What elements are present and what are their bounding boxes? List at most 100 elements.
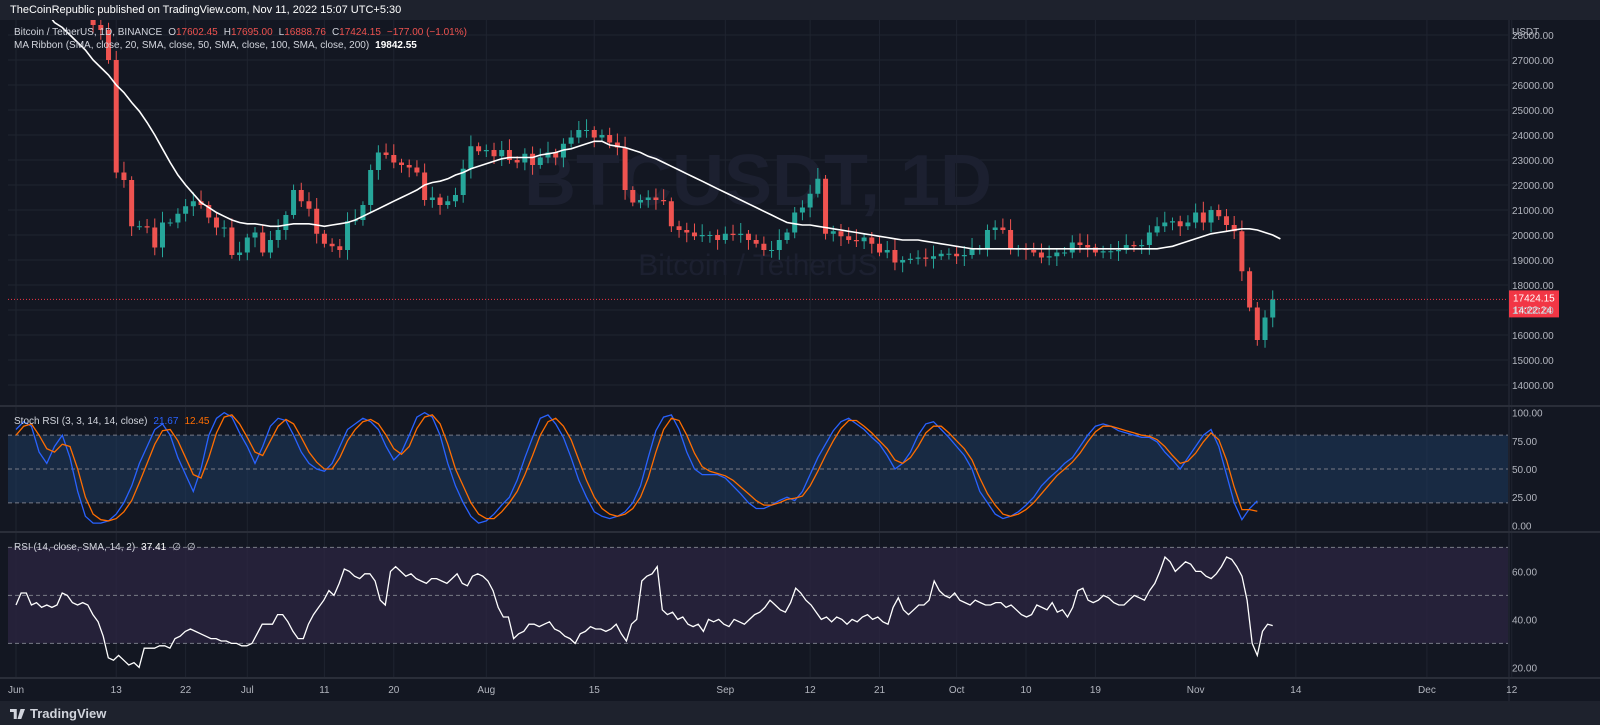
ohlc-value: 16888.76 xyxy=(284,27,326,38)
candle-body xyxy=(815,178,821,194)
candle-body xyxy=(1069,242,1075,253)
candle-body xyxy=(992,227,998,230)
candle-body xyxy=(907,258,913,260)
candle-body xyxy=(614,142,620,148)
candle-body xyxy=(1193,212,1199,223)
time-tick-label: 13 xyxy=(111,685,123,696)
stoch-tick-label: 25.00 xyxy=(1512,493,1537,504)
candle-body xyxy=(869,237,875,244)
stoch-tick-label: 100.00 xyxy=(1512,409,1543,420)
candle-body xyxy=(553,152,559,158)
ma-label[interactable]: MA Ribbon (SMA, close, 20, SMA, close, 5… xyxy=(14,40,369,51)
candle-body xyxy=(375,152,381,170)
candle-body xyxy=(676,226,682,230)
candle-body xyxy=(221,227,227,229)
candle-body xyxy=(1038,252,1044,258)
time-tick-label: 12 xyxy=(1506,685,1518,696)
candle-body xyxy=(267,240,273,253)
tradingview-logo[interactable]: TradingView xyxy=(10,706,106,721)
time-tick-label: Jul xyxy=(241,685,254,696)
countdown-label: 14:22:24 xyxy=(1513,305,1552,316)
candle-body xyxy=(414,167,420,173)
publisher-bar: TheCoinRepublic published on TradingView… xyxy=(0,0,1600,20)
candle-body xyxy=(229,227,235,255)
candle-body xyxy=(938,253,944,257)
stoch-d-line xyxy=(15,414,1258,522)
rsi-na-value: ∅ xyxy=(187,542,196,553)
stoch-k-line xyxy=(15,411,1258,524)
candle-body xyxy=(807,193,813,208)
candle-body xyxy=(1046,256,1052,258)
candle-body xyxy=(406,165,412,168)
symbol-title[interactable]: Bitcoin / TetherUS, 1D, BINANCE xyxy=(14,27,163,38)
candle-body xyxy=(722,233,728,240)
candle-body xyxy=(792,212,798,233)
price-tick-label: 24000.00 xyxy=(1512,131,1554,142)
candle-body xyxy=(584,130,590,131)
ohlc-value: 17424.15 xyxy=(339,27,381,38)
candle-body xyxy=(877,243,883,253)
candle-body xyxy=(699,235,705,237)
rsi-tick-label: 60.00 xyxy=(1512,567,1537,578)
candle-body xyxy=(1262,317,1268,340)
candle-body xyxy=(90,20,96,25)
rsi-title[interactable]: RSI (14, close, SMA, 14, 2) xyxy=(14,542,135,553)
candle-body xyxy=(599,135,605,138)
candle-body xyxy=(237,252,243,255)
candle-body xyxy=(159,222,165,248)
legend-ma: MA Ribbon (SMA, close, 20, SMA, close, 5… xyxy=(14,40,417,51)
candle-body xyxy=(1154,226,1160,233)
candle-body xyxy=(653,197,659,200)
price-tick-label: 22000.00 xyxy=(1512,181,1554,192)
candle-body xyxy=(1216,210,1222,217)
candle-body xyxy=(630,190,636,203)
ma-ribbon-line xyxy=(51,20,1281,250)
candle-body xyxy=(984,230,990,249)
candle-body xyxy=(306,201,312,209)
price-tick-label: 15000.00 xyxy=(1512,356,1554,367)
time-tick-label: 10 xyxy=(1020,685,1032,696)
candle-body xyxy=(545,152,551,158)
candle-body xyxy=(707,235,713,236)
candle-body xyxy=(121,172,127,180)
candle-body xyxy=(784,232,790,240)
candle-body xyxy=(476,146,482,152)
price-tick-label: 17000.00 xyxy=(1512,306,1554,317)
candle-body xyxy=(715,235,721,240)
candle-body xyxy=(537,157,543,165)
currency-label: USDT xyxy=(1512,27,1539,38)
stoch-title[interactable]: Stoch RSI (3, 3, 14, 14, close) xyxy=(14,416,147,427)
candle-body xyxy=(291,190,297,215)
candle-body xyxy=(429,197,435,200)
candle-body xyxy=(437,197,443,205)
candle-body xyxy=(252,232,258,238)
candle-body xyxy=(483,150,489,152)
time-tick-label: 22 xyxy=(180,685,192,696)
tradingview-logo-text: TradingView xyxy=(30,706,107,721)
candle-body xyxy=(1208,210,1214,223)
candle-body xyxy=(136,226,142,228)
candle-body xyxy=(1223,216,1229,225)
time-tick-label: 19 xyxy=(1090,685,1102,696)
stoch-tick-label: 0.00 xyxy=(1512,521,1532,532)
candle-body xyxy=(144,226,150,228)
candle-body xyxy=(106,30,112,60)
candle-body xyxy=(946,253,952,255)
time-tick-label: Sep xyxy=(716,685,734,696)
candle-body xyxy=(668,201,674,227)
candle-body xyxy=(1177,221,1183,227)
candle-body xyxy=(823,178,829,234)
candle-body xyxy=(738,233,744,235)
candle-body xyxy=(745,233,751,240)
footer-bar: TradingView xyxy=(0,701,1600,725)
candle-body xyxy=(1131,245,1137,247)
legend-rsi: RSI (14, close, SMA, 14, 2) 37.41 ∅ ∅ xyxy=(14,542,196,553)
price-tick-label: 21000.00 xyxy=(1512,206,1554,217)
ohlc-key: O xyxy=(168,27,176,38)
price-tick-label: 18000.00 xyxy=(1512,281,1554,292)
candle-body xyxy=(1170,221,1175,223)
candle-body xyxy=(1270,299,1276,318)
time-tick-label: 21 xyxy=(874,685,886,696)
candle-body xyxy=(892,250,898,263)
